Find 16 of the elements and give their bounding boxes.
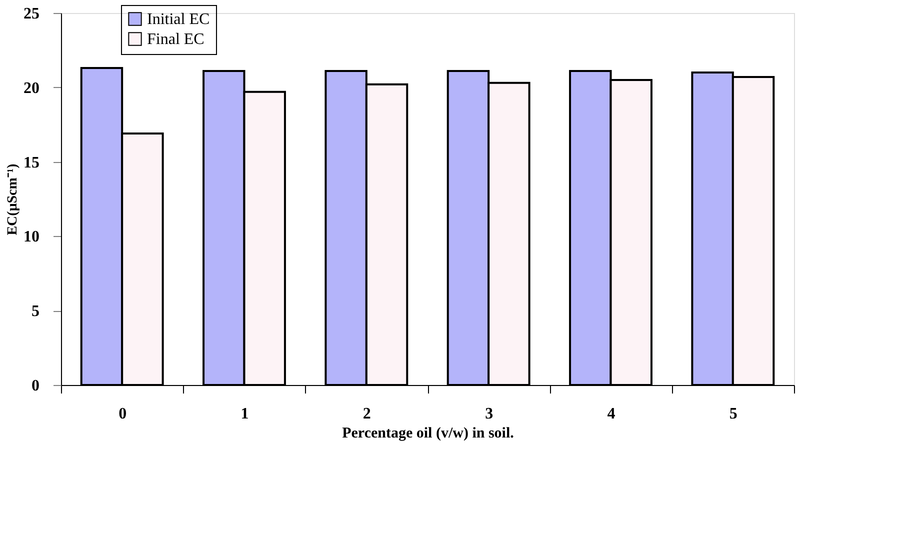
x-tick-label: 2 — [362, 406, 371, 422]
x-tick-label: 1 — [240, 406, 249, 422]
y-axis-title: EC(μScm⁻¹) — [6, 163, 20, 236]
x-tick-label: 4 — [607, 406, 616, 422]
y-tick-label: 15 — [24, 154, 40, 172]
legend-label: Initial EC — [147, 11, 210, 28]
y-tick-label: 25 — [24, 6, 40, 22]
x-axis-title: Percentage oil (v/w) in soil. — [342, 426, 514, 442]
y-tick-label: 0 — [32, 378, 40, 394]
x-tick-label: 0 — [118, 406, 127, 422]
x-tick-label: 3 — [485, 406, 494, 422]
y-tick-label: 10 — [24, 228, 40, 246]
legend-label: Final EC — [147, 31, 204, 48]
y-tick-label: 5 — [32, 303, 40, 320]
x-tick-label: 5 — [729, 406, 738, 422]
y-tick-label: 20 — [24, 80, 40, 97]
